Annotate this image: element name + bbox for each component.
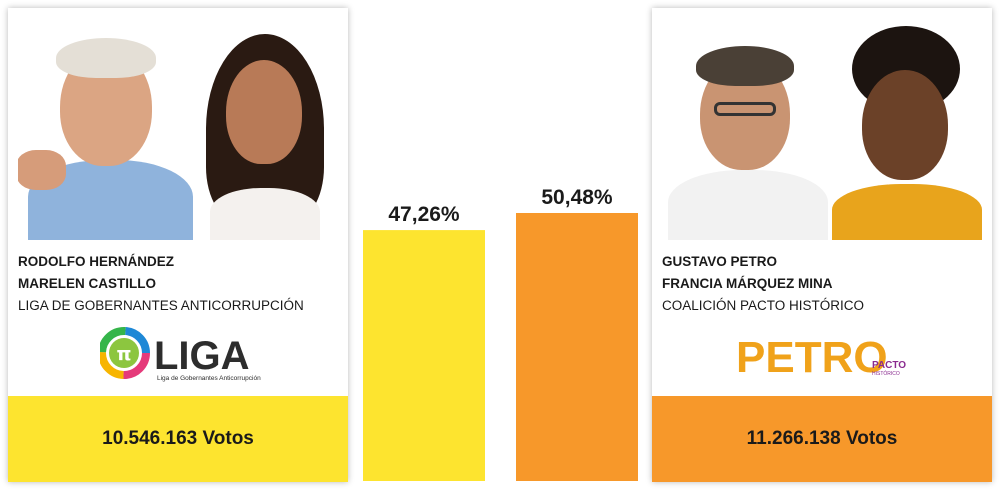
candidate-names-right: GUSTAVO PETRO FRANCIA MÁRQUEZ MINA COALI… [662, 251, 864, 317]
candidate-photo-petro [662, 20, 828, 240]
logo-symbol: π [116, 343, 131, 365]
bar-petro [516, 212, 638, 482]
president-name: GUSTAVO PETRO [662, 254, 778, 269]
logo-subtext-2: HISTÓRICO [872, 370, 900, 377]
candidate-photo-castillo [188, 20, 338, 240]
party-name: LIGA DE GOBERNANTES ANTICORRUPCIÓN [18, 298, 304, 313]
vote-count-hernandez: 10.546.163 Votos [8, 396, 348, 482]
bar-value-label-hernandez: 47,26% [388, 203, 460, 226]
vote-count-petro: 11.266.138 Votos [652, 396, 992, 482]
candidate-photo-petro-marquez [662, 20, 982, 240]
vice-president-name: MARELEN CASTILLO [18, 276, 156, 291]
party-name: COALICIÓN PACTO HISTÓRICO [662, 298, 865, 313]
vote-percentage-bar-chart: 47,26% 50,48% [363, 186, 638, 482]
vice-president-name: FRANCIA MÁRQUEZ MINA [662, 276, 833, 291]
liga-logo: π LIGA Liga de Gobernantes Anticorrupció… [98, 325, 270, 385]
president-name: RODOLFO HERNÁNDEZ [18, 254, 174, 269]
candidate-names-left: RODOLFO HERNÁNDEZ MARELEN CASTILLO LIGA … [18, 251, 304, 317]
logo-text: LIGA [154, 334, 250, 378]
logo-text: PETRO [736, 333, 888, 378]
candidate-photo-marquez [822, 20, 982, 240]
logo-subtext: PACTO [872, 360, 906, 371]
bar-value-label-petro: 50,48% [541, 186, 613, 209]
candidate-card-hernandez: RODOLFO HERNÁNDEZ MARELEN CASTILLO LIGA … [8, 8, 348, 482]
candidate-photo-hernandez [18, 20, 193, 240]
candidate-card-petro: GUSTAVO PETRO FRANCIA MÁRQUEZ MINA COALI… [652, 8, 992, 482]
petro-logo: PETRO PACTO HISTÓRICO [736, 328, 916, 382]
logo-subtitle: Liga de Gobernantes Anticorrupción [157, 375, 261, 382]
bar-hernandez [363, 230, 485, 481]
candidate-photo-hernandez-castillo [18, 20, 338, 240]
